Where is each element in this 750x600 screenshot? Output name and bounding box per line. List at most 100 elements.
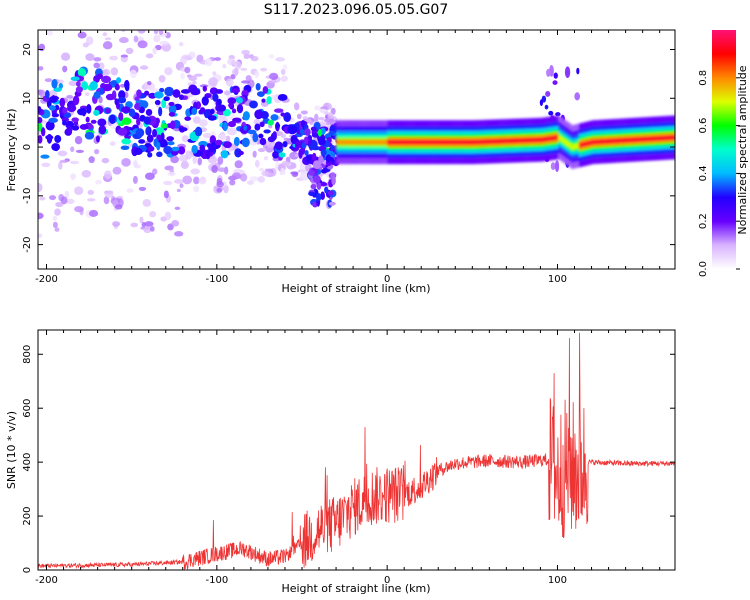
spectrogram-band-cell: [448, 139, 452, 145]
spectrogram-blob: [170, 120, 176, 130]
spectrogram-ytick-label: -20: [22, 236, 33, 252]
spectrogram-band-cell: [435, 139, 439, 145]
spectrogram-blob: [98, 125, 107, 135]
spectrogram-blob: [280, 112, 286, 117]
spectrogram-blob: [215, 89, 224, 94]
spectrogram-xtick-label: 100: [548, 274, 567, 285]
spectrogram-blob: [180, 72, 185, 80]
spectrogram-blob: [72, 9, 77, 16]
snr-panel: -200 -100 0 100 0 200 400 600 800 Height of stra…: [5, 329, 676, 595]
spectrogram-blob: [153, 34, 161, 43]
spectrogram-blob: [118, 112, 124, 121]
spectrogram-band-cell: [443, 139, 447, 145]
spectrogram-blob: [109, 141, 116, 146]
spectrogram-blob: [164, 67, 173, 76]
spectrogram-blob: [163, 190, 169, 199]
spectrogram-blob: [304, 149, 309, 156]
spectrogram-blob: [278, 152, 286, 158]
spectrogram-blob: [121, 157, 131, 167]
spectrogram-blob: [249, 176, 259, 182]
spectrogram-band-cell: [670, 135, 674, 140]
spectrogram-band-cell: [583, 141, 587, 147]
snr-xlabel: Height of straight line (km): [281, 582, 430, 595]
spectrogram-blob: [60, 196, 68, 205]
spectrogram-band-cell: [341, 139, 344, 145]
spectrogram-band-cell: [571, 144, 574, 150]
spectrogram-band-cell: [611, 138, 615, 144]
spectrogram-blob: [545, 90, 551, 97]
spectrogram-blob: [539, 99, 544, 106]
spectrogram-blob: [119, 3, 128, 9]
spectrogram-band-cell: [609, 138, 613, 144]
spectrogram-blob: [564, 66, 571, 79]
snr-ytick-label: 800: [22, 345, 33, 364]
spectrogram-band-cell: [361, 139, 365, 145]
spectrogram-blob: [41, 10, 50, 15]
spectrogram-blob: [84, 5, 94, 12]
spectrogram-band-cell: [520, 138, 523, 143]
spectrogram-band-cell: [668, 135, 671, 141]
spectrogram-band-cell: [445, 139, 449, 145]
snr-xtick-label: -100: [205, 575, 228, 586]
spectrogram-blob: [236, 104, 244, 114]
spectrogram-blob: [52, 215, 58, 222]
spectrogram-blob: [325, 154, 331, 163]
spectrogram-band-cell: [657, 135, 661, 141]
spectrogram-blob: [112, 166, 122, 175]
spectrogram-band-cell: [578, 142, 582, 148]
spectrogram-band-cell: [573, 144, 577, 149]
spectrogram-blob: [66, 104, 77, 113]
spectrogram-blob: [222, 121, 228, 132]
spectrogram-blob: [109, 55, 119, 61]
spectrogram-blob: [136, 11, 142, 18]
spectrogram-blob: [71, 125, 80, 131]
spectrogram-ylabel: Frequency (Hz): [5, 109, 18, 192]
spectrogram-blob: [58, 79, 64, 84]
spectrogram-blob: [321, 168, 328, 174]
spectrogram-blob: [274, 141, 283, 151]
spectrogram-band-cell: [458, 139, 462, 145]
spectrogram-blob: [296, 113, 302, 120]
spectrogram-blob: [216, 187, 222, 193]
spectrogram-band-cell: [507, 138, 510, 144]
spectrogram-blob: [269, 72, 279, 81]
spectrogram-blob: [163, 180, 170, 185]
spectrogram-band-cell: [509, 138, 513, 144]
spectrogram-blob: [95, 179, 102, 185]
spectrogram-blob: [98, 96, 103, 104]
spectrogram-blob: [152, 128, 158, 138]
spectrogram-blob: [194, 73, 203, 77]
spectrogram-blob: [208, 77, 218, 87]
spectrogram-band-cell: [389, 139, 393, 145]
spectrogram-blob: [65, 198, 75, 204]
spectrogram-blob: [77, 108, 87, 116]
spectrogram-blob: [312, 175, 321, 183]
spectrogram-blob: [280, 167, 285, 176]
spectrogram-blob: [280, 68, 286, 76]
spectrogram-blob: [88, 156, 95, 164]
spectrogram-blob: [238, 150, 244, 156]
spectrogram-ytick-label: -10: [22, 188, 33, 204]
spectrogram-frame: [37, 29, 676, 270]
spectrogram-blob: [225, 135, 231, 143]
spectrogram-blob: [121, 138, 132, 145]
spectrogram-blob: [171, 220, 180, 227]
spectrogram-blob: [214, 57, 222, 61]
spectrogram-band-cell: [532, 137, 536, 143]
snr-ytick-label: 200: [22, 507, 33, 526]
spectrogram-blob: [120, 54, 129, 58]
spectrogram-blob: [66, 125, 73, 134]
spectrogram-blob: [58, 82, 63, 90]
spectrogram-blob: [267, 119, 274, 126]
spectrogram-blob: [252, 132, 259, 143]
colorbar: 0.0 0.2 0.4 0.6 0.8 Normalized spectral ampl…: [698, 30, 749, 277]
spectrogram-blob: [133, 35, 139, 43]
spectrogram-blob: [48, 117, 59, 123]
spectrogram-blob: [48, 14, 52, 19]
spectrogram-band-cell: [410, 139, 413, 145]
spectrogram-blob: [102, 32, 108, 37]
spectrogram-heatmap: [38, 3, 675, 239]
spectrogram-blob: [149, 210, 157, 218]
spectrogram-xtick-label: -100: [205, 274, 228, 285]
spectrogram-blob: [266, 96, 272, 105]
